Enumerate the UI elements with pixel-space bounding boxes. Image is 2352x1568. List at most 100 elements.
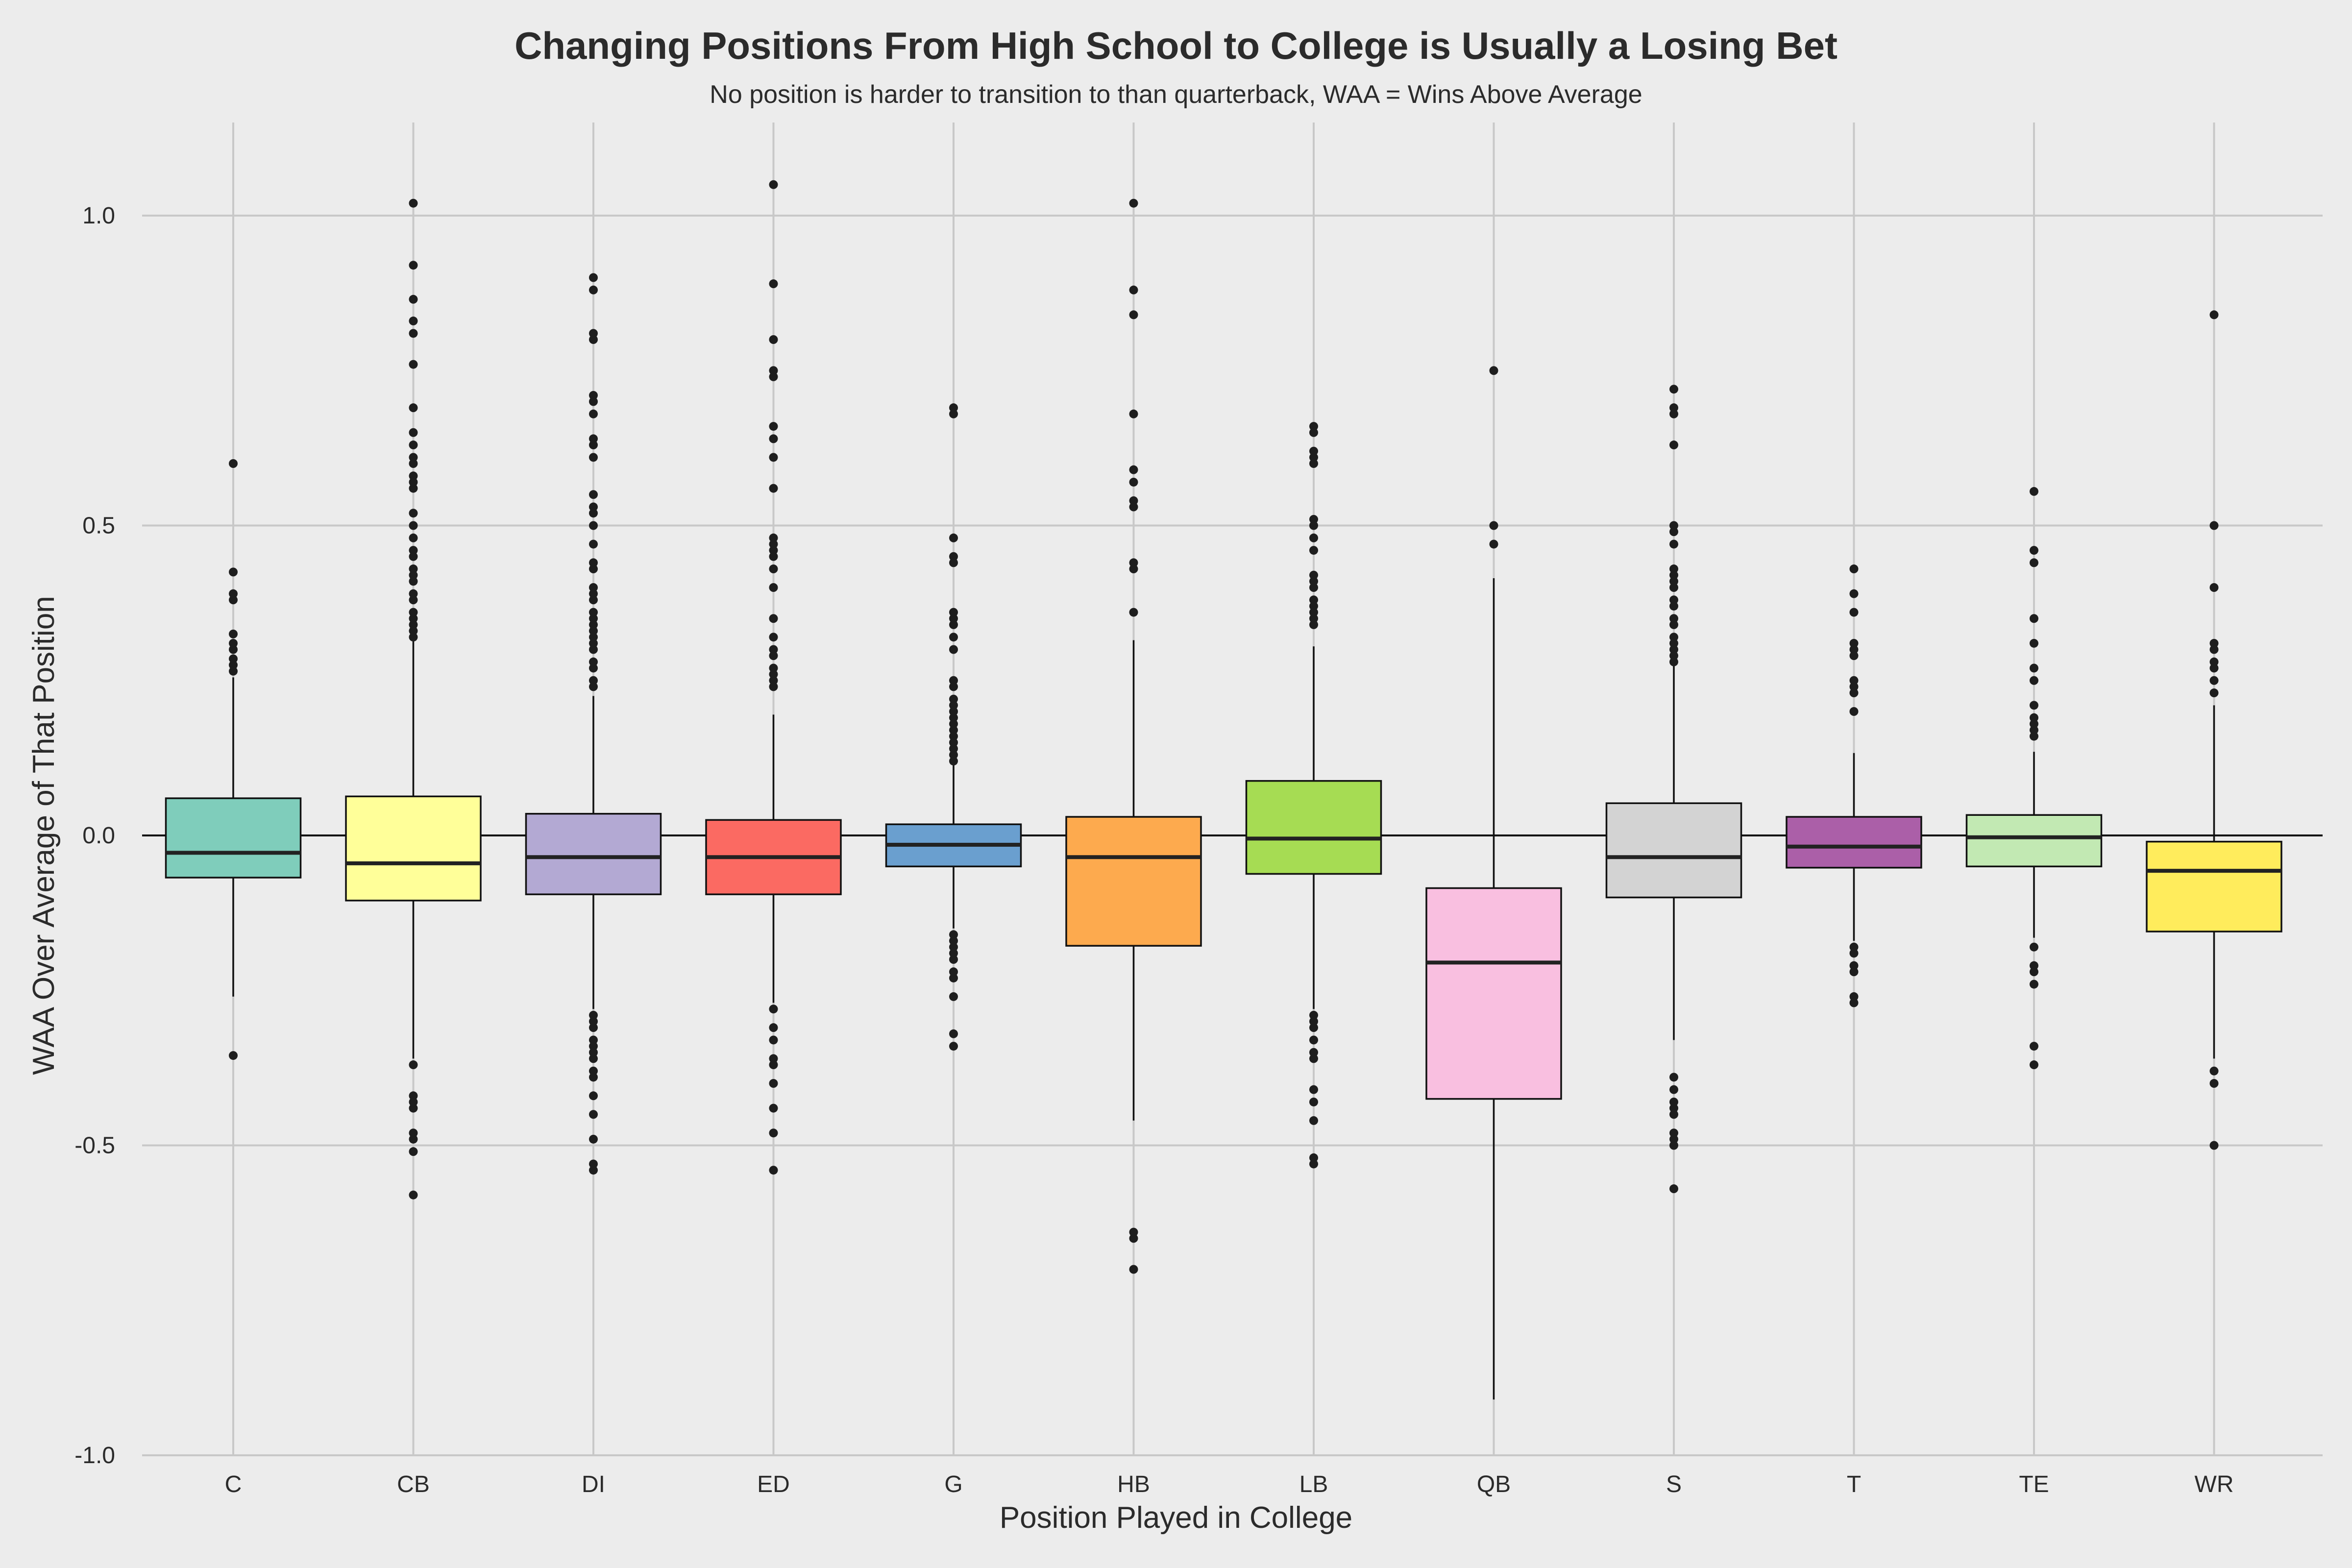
outlier-point [409,477,418,487]
outlier-point [1849,676,1859,685]
outlier-point [589,539,598,549]
outlier-point [1669,620,1678,629]
x-axis-title: Position Played in College [1000,1501,1352,1535]
outlier-point [1129,1227,1138,1237]
outlier-point [769,335,778,344]
outlier-point [409,317,418,326]
outlier-point [949,682,958,691]
box-hb [1065,198,1202,1274]
outlier-point [2030,732,2038,741]
outlier-point [949,992,958,1001]
outlier-point [229,666,238,676]
outlier-point [2209,663,2219,673]
outlier-point [1669,638,1678,648]
outlier-point [949,973,958,982]
outlier-point [949,701,958,710]
outlier-point [769,422,778,431]
outlier-point [589,1023,598,1032]
outlier-point [949,725,958,735]
outlier-point [409,577,418,586]
outlier-point [589,676,598,685]
outlier-point [589,663,598,673]
outlier-point [1309,1097,1318,1106]
outlier-point [769,279,778,289]
outlier-point [589,441,598,450]
outlier-point [1129,1234,1138,1243]
outlier-point [2030,961,2038,970]
outlier-point [2209,645,2219,654]
outlier-point [589,490,598,499]
outlier-point [1849,682,1859,691]
outlier-point [589,335,598,344]
outlier-point [1309,533,1318,542]
outlier-point [1489,521,1498,530]
outlier-point [949,1042,958,1051]
x-tick-label: LB [1299,1471,1328,1497]
outlier-point [409,453,418,462]
outlier-point [1669,539,1678,549]
outlier-point [2030,1042,2038,1051]
outlier-point [1309,1153,1318,1162]
outlier-point [1669,564,1678,574]
outlier-point [949,403,958,413]
outlier-point [1309,1085,1318,1094]
x-tick-label: G [944,1471,962,1497]
outlier-point [2209,638,2219,648]
outlier-point [2030,701,2038,710]
x-tick-label: CB [397,1471,430,1497]
x-tick-label: ED [757,1471,790,1497]
outlier-point [949,552,958,561]
outlier-point [229,1051,238,1060]
outlier-point [589,453,598,462]
outlier-point [409,595,418,605]
outlier-point [1309,595,1318,605]
outlier-point [229,654,238,663]
x-tick-label: S [1666,1471,1682,1497]
outlier-point [589,626,598,636]
outlier-point [1309,1048,1318,1057]
iqr-box [2146,840,2282,932]
outlier-point [1129,502,1138,512]
outlier-point [949,744,958,753]
outlier-point [1129,310,1138,319]
outlier-point [1849,998,1859,1007]
outlier-point [1669,1134,1678,1144]
outlier-point [949,645,958,654]
outlier-point [589,638,598,648]
outlier-point [409,403,418,413]
outlier-point [1309,614,1318,623]
outlier-point [2030,558,2038,567]
y-tick-label: -0.5 [74,1133,115,1159]
outlier-point [409,1190,418,1200]
outlier-point [1849,942,1859,952]
outlier-point [1309,601,1318,611]
outlier-point [2030,725,2038,735]
iqr-box [1065,816,1202,947]
outlier-point [589,564,598,574]
outlier-point [2030,546,2038,555]
outlier-point [769,533,778,542]
outlier-point [409,564,418,574]
outlier-point [769,676,778,685]
outlier-point [949,608,958,617]
outlier-point [769,1054,778,1063]
chart-title: Changing Positions From High School to C… [514,24,1838,67]
outlier-point [1669,1184,1678,1194]
outlier-point [1309,577,1318,586]
outlier-point [589,1159,598,1169]
outlier-point [1669,595,1678,605]
outlier-point [409,261,418,270]
outlier-point [1669,633,1678,642]
outlier-point [1309,446,1318,456]
outlier-point [229,595,238,605]
outlier-point [2030,719,2038,729]
outlier-point [769,1004,778,1014]
outlier-point [589,329,598,338]
outlier-point [769,552,778,561]
outlier-point [769,1079,778,1088]
outlier-point [1489,366,1498,375]
outlier-point [409,546,418,555]
outlier-point [1309,620,1318,629]
outlier-point [589,633,598,642]
